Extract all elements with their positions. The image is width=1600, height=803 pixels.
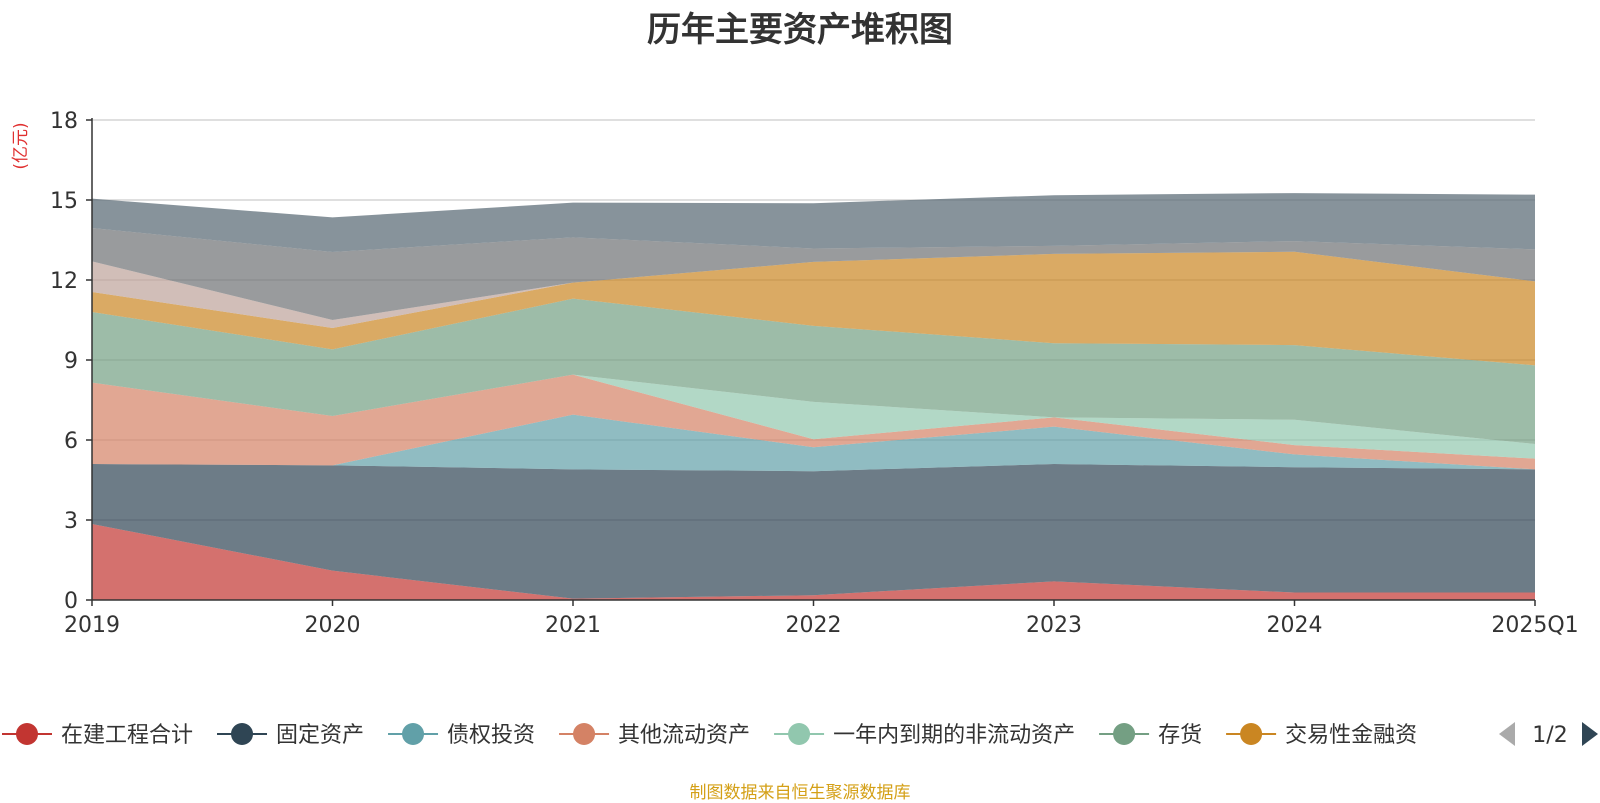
area-series-9[interactable] [92, 193, 1535, 252]
y-tick-label: 9 [64, 349, 78, 374]
y-tick-label: 3 [64, 509, 78, 534]
legend-marker [573, 723, 596, 745]
area-series-6[interactable] [92, 251, 1535, 366]
y-tick-label: 0 [64, 589, 78, 614]
legend-item-4: 一年内到期的非流动资产 [833, 723, 1075, 748]
legend-item-6: 交易性金融资 [1285, 723, 1417, 748]
y-axis-unit: (亿元) [11, 122, 31, 169]
legend-item-0: 在建工程合计 [61, 723, 193, 748]
chart-title: 历年主要资产堆积图 [647, 10, 953, 50]
legend-next-icon[interactable] [1582, 722, 1598, 746]
legend-prev-icon[interactable] [1499, 722, 1515, 746]
legend-marker [1240, 723, 1263, 745]
chart-area: 0 3 6 9 12 15 18 2019 2020 2021 2022 2023 2024 2025Q1… [2, 109, 1598, 748]
legend-marker [788, 723, 811, 745]
y-tick-label: 18 [50, 109, 78, 134]
legend-page-indicator: 1/2 [1532, 723, 1567, 748]
legend-marker [231, 723, 254, 745]
legend-item-3: 其他流动资产 [618, 723, 750, 748]
legend-item-5: 存货 [1158, 723, 1202, 748]
area-series-0[interactable] [92, 524, 1535, 600]
x-tick-label: 2024 [1267, 613, 1323, 638]
area-series-3[interactable] [92, 374, 1535, 470]
x-tick-label: 2023 [1026, 613, 1082, 638]
legend-marker [1113, 723, 1136, 745]
legend-marker [16, 723, 38, 745]
legend-item-1: 固定资产 [276, 723, 364, 748]
x-tick-label: 2020 [305, 613, 361, 638]
x-tick-label: 2019 [64, 613, 120, 638]
y-tick-label: 15 [50, 189, 78, 214]
area-series-1[interactable] [92, 464, 1535, 599]
legend-item-2: 债权投资 [447, 723, 535, 748]
area-series-5[interactable] [92, 298, 1535, 444]
x-tick-label: 2022 [786, 613, 842, 638]
legend-marker [402, 723, 425, 745]
area-series-4[interactable] [92, 374, 1535, 459]
y-tick-label: 12 [50, 269, 78, 294]
area-series-8[interactable] [92, 228, 1535, 320]
x-tick-label: 2025Q1 [1491, 613, 1578, 638]
area-series-2[interactable] [92, 414, 1535, 472]
x-tick-label: 2021 [545, 613, 601, 638]
source-note: 制图数据来自恒生聚源数据库 [689, 783, 911, 803]
y-tick-label: 6 [64, 429, 78, 454]
